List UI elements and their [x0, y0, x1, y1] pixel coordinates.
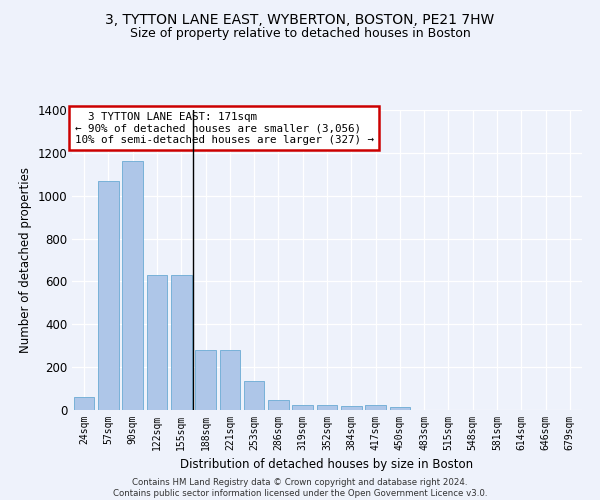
Bar [195, 350, 216, 410]
Bar [74, 396, 94, 410]
Text: Contains HM Land Registry data © Crown copyright and database right 2024.
Contai: Contains HM Land Registry data © Crown c… [113, 478, 487, 498]
Text: Size of property relative to detached houses in Boston: Size of property relative to detached ho… [130, 28, 470, 40]
X-axis label: Distribution of detached houses by size in Boston: Distribution of detached houses by size … [181, 458, 473, 471]
Bar [171, 275, 191, 410]
Bar [268, 400, 289, 410]
Bar [292, 406, 313, 410]
Text: 3 TYTTON LANE EAST: 171sqm
← 90% of detached houses are smaller (3,056)
10% of s: 3 TYTTON LANE EAST: 171sqm ← 90% of deta… [74, 112, 374, 144]
Bar [341, 406, 362, 410]
Text: 3, TYTTON LANE EAST, WYBERTON, BOSTON, PE21 7HW: 3, TYTTON LANE EAST, WYBERTON, BOSTON, P… [106, 12, 494, 26]
Bar [98, 180, 119, 410]
Bar [220, 350, 240, 410]
Bar [244, 381, 265, 410]
Bar [365, 406, 386, 410]
Bar [389, 408, 410, 410]
Bar [317, 406, 337, 410]
Y-axis label: Number of detached properties: Number of detached properties [19, 167, 32, 353]
Bar [122, 162, 143, 410]
Bar [146, 275, 167, 410]
